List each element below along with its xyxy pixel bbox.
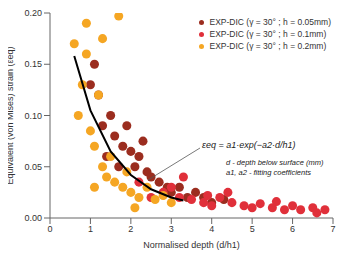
- svg-text:3: 3: [169, 224, 174, 234]
- svg-text:0: 0: [47, 224, 52, 234]
- svg-text:0.00: 0.00: [24, 213, 42, 223]
- svg-text:Equivalent (von Mises) strain: Equivalent (von Mises) strain (εeq): [8, 46, 15, 184]
- svg-text:7: 7: [330, 224, 335, 234]
- html-text:EXP-DIC (γ = 30° ; h = 0.1mm): EXP-DIC (γ = 30° ; h = 0.1mm): [209, 29, 327, 39]
- svg-text:0.05: 0.05: [24, 162, 42, 172]
- svg-text:5: 5: [250, 224, 255, 234]
- html-text:a1, a2 - fitting coefficients: a1, a2 - fitting coefficients: [226, 168, 311, 177]
- svg-text:0.20: 0.20: [24, 8, 42, 18]
- svg-text:1: 1: [88, 224, 93, 234]
- html-text:EXP-DIC (γ = 30° ; h = 0.2mm): EXP-DIC (γ = 30° ; h = 0.2mm): [209, 41, 327, 51]
- html-text:εeq = a1·exp(−a2·d/h1): εeq = a1·exp(−a2·d/h1): [202, 140, 296, 150]
- html-text:EXP-DIC (γ = 30° ; h = 0.05mm): EXP-DIC (γ = 30° ; h = 0.05mm): [209, 17, 331, 27]
- svg-text:6: 6: [290, 224, 295, 234]
- svg-text:0.10: 0.10: [24, 111, 42, 121]
- svg-text:4: 4: [209, 224, 214, 234]
- html-text:d - depth below surface (mm): d - depth below surface (mm): [226, 158, 324, 167]
- svg-text:Normalised depth (d/h1): Normalised depth (d/h1): [143, 240, 240, 250]
- svg-text:2: 2: [128, 224, 133, 234]
- svg-text:0.15: 0.15: [24, 59, 42, 69]
